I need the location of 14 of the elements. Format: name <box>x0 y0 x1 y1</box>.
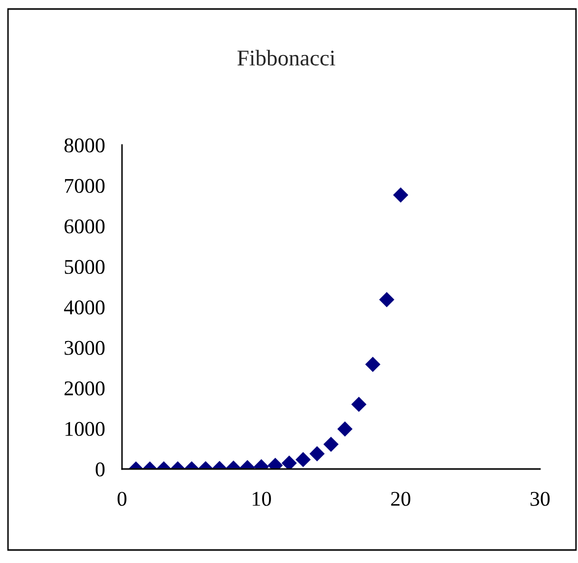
x-tick-label: 20 <box>391 492 410 506</box>
y-tick-label: 7000 <box>65 178 105 193</box>
y-tick-label: 0 <box>96 462 105 476</box>
y-tick-label: 8000 <box>64 138 105 152</box>
chart-title: Fibbonacci <box>237 50 336 66</box>
y-tick-label: 1000 <box>66 422 105 436</box>
y-tick-label: 2000 <box>64 381 105 396</box>
y-tick-label: 5000 <box>64 260 105 274</box>
x-tick-label: 10 <box>252 492 271 506</box>
y-tick-label: 4000 <box>64 300 105 314</box>
x-tick-label: 0 <box>118 492 126 506</box>
y-tick-label: 3000 <box>64 340 105 355</box>
x-tick-label: 30 <box>530 492 550 506</box>
y-tick-label: 6000 <box>64 219 105 234</box>
